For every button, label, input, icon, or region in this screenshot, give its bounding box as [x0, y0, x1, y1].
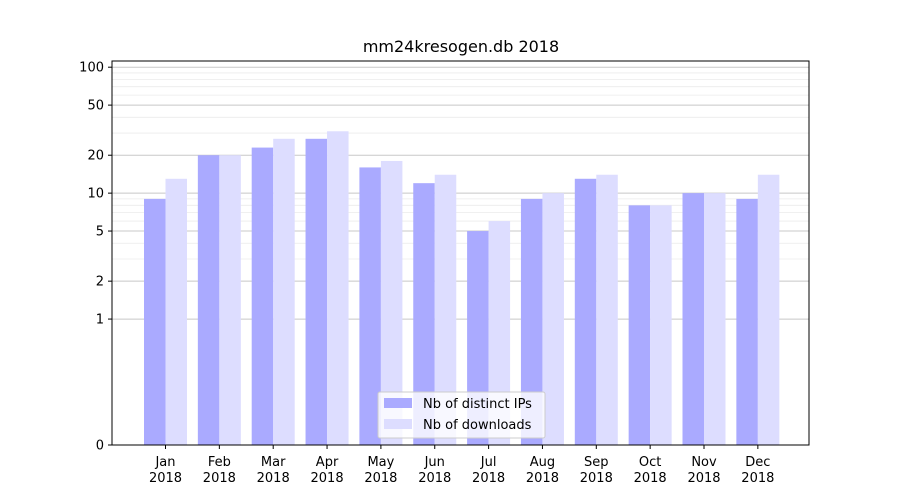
- legend-box: [377, 391, 546, 439]
- x-tick-label-year: 2018: [472, 471, 505, 486]
- bar-downloads: [542, 193, 564, 445]
- bar-ips: [413, 183, 435, 446]
- bar-downloads: [380, 160, 403, 445]
- bar-ips: [574, 178, 597, 445]
- x-tick-label-month: Sep: [584, 455, 609, 470]
- x-tick-label-month: Jul: [480, 455, 497, 470]
- bar-downloads: [488, 221, 511, 445]
- y-tick-label: 10: [87, 187, 104, 202]
- x-tick-label-year: 2018: [418, 471, 451, 486]
- bar-ips: [520, 198, 543, 445]
- x-tick-label-month: Jun: [424, 455, 445, 470]
- x-axis: Jan2018Feb2018Mar2018Apr2018May2018Jun20…: [149, 445, 774, 486]
- plot-frame: [111, 60, 810, 446]
- y-axis: 0 1 2 5 10 20 50 100: [79, 61, 112, 454]
- x-tick-label-month: Nov: [691, 455, 717, 470]
- bar-ips: [736, 198, 758, 445]
- x-tick-label-month: Oct: [639, 455, 661, 470]
- bar-downloads: [757, 174, 780, 445]
- legend-label-ips: Nb of distinct IPs: [423, 397, 532, 412]
- x-tick-label-year: 2018: [634, 471, 667, 486]
- y-tick-label: 5: [96, 225, 104, 240]
- x-tick-label-year: 2018: [687, 471, 720, 486]
- bar-downloads: [704, 193, 726, 445]
- bar-downloads: [596, 174, 618, 445]
- x-tick-label-year: 2018: [580, 471, 613, 486]
- y-tick-label: 50: [87, 99, 104, 114]
- x-tick-label-year: 2018: [364, 471, 397, 486]
- bar-downloads: [434, 174, 457, 445]
- bar-ips: [305, 138, 328, 445]
- bar-downloads: [219, 155, 241, 445]
- x-tick-label-year: 2018: [203, 471, 236, 486]
- bar-downloads: [273, 138, 295, 445]
- y-tick-label: 100: [79, 61, 104, 76]
- y-tick-label: 0: [96, 439, 104, 454]
- bar-ips: [359, 167, 381, 445]
- x-tick-label-month: Dec: [745, 455, 770, 470]
- x-tick-label-month: Mar: [261, 455, 286, 470]
- x-tick-label-month: Feb: [208, 455, 231, 470]
- x-tick-label-month: Jan: [154, 455, 175, 470]
- chart-title: mm24kresogen.db 2018: [363, 37, 559, 56]
- x-tick-label-month: Aug: [530, 455, 555, 470]
- x-tick-label-month: May: [367, 455, 394, 470]
- x-tick-label-year: 2018: [257, 471, 290, 486]
- y-tick-label: 20: [87, 149, 104, 164]
- legend-label-downloads: Nb of downloads: [423, 418, 532, 433]
- x-tick-label-month: Apr: [316, 455, 339, 470]
- bar-downloads: [650, 205, 672, 445]
- legend-swatch-ips: [384, 398, 412, 408]
- x-tick-label-year: 2018: [741, 471, 774, 486]
- legend-swatch-downloads: [384, 419, 412, 429]
- bar-ips: [628, 205, 651, 445]
- x-tick-label-year: 2018: [311, 471, 344, 486]
- bar-downloads: [327, 131, 349, 445]
- y-tick-label: 2: [96, 275, 104, 290]
- legend: Nb of distinct IPs Nb of downloads: [377, 391, 546, 439]
- bars-layer: [144, 131, 780, 446]
- bar-ips: [251, 147, 274, 445]
- bar-downloads: [165, 178, 187, 445]
- x-tick-label-year: 2018: [526, 471, 559, 486]
- bar-ips: [197, 155, 220, 445]
- bar-ips: [682, 193, 704, 445]
- bar-ips: [144, 198, 166, 445]
- y-tick-label: 1: [96, 313, 104, 328]
- x-tick-label-year: 2018: [149, 471, 182, 486]
